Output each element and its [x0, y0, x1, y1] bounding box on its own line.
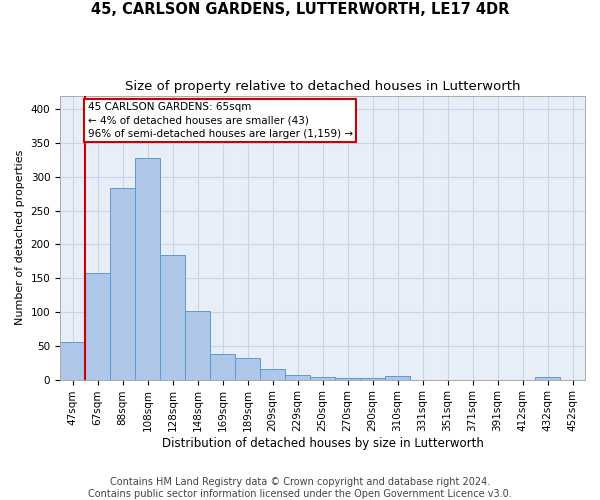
Bar	[135, 158, 160, 380]
X-axis label: Distribution of detached houses by size in Lutterworth: Distribution of detached houses by size …	[161, 437, 484, 450]
Text: Contains HM Land Registry data © Crown copyright and database right 2024.
Contai: Contains HM Land Registry data © Crown c…	[88, 478, 512, 499]
Bar	[310, 377, 335, 380]
Title: Size of property relative to detached houses in Lutterworth: Size of property relative to detached ho…	[125, 80, 520, 93]
Bar	[210, 354, 235, 380]
Bar	[110, 188, 135, 380]
Bar	[335, 378, 360, 380]
Bar	[360, 378, 385, 380]
Bar	[535, 377, 560, 380]
Bar	[60, 342, 85, 380]
Bar	[185, 312, 210, 380]
Bar	[260, 370, 285, 380]
Bar	[85, 272, 110, 380]
Text: 45, CARLSON GARDENS, LUTTERWORTH, LE17 4DR: 45, CARLSON GARDENS, LUTTERWORTH, LE17 4…	[91, 2, 509, 18]
Bar	[160, 255, 185, 380]
Text: 45 CARLSON GARDENS: 65sqm
← 4% of detached houses are smaller (43)
96% of semi-d: 45 CARLSON GARDENS: 65sqm ← 4% of detach…	[88, 102, 353, 139]
Y-axis label: Number of detached properties: Number of detached properties	[15, 150, 25, 326]
Bar	[235, 358, 260, 380]
Bar	[285, 375, 310, 380]
Bar	[385, 376, 410, 380]
